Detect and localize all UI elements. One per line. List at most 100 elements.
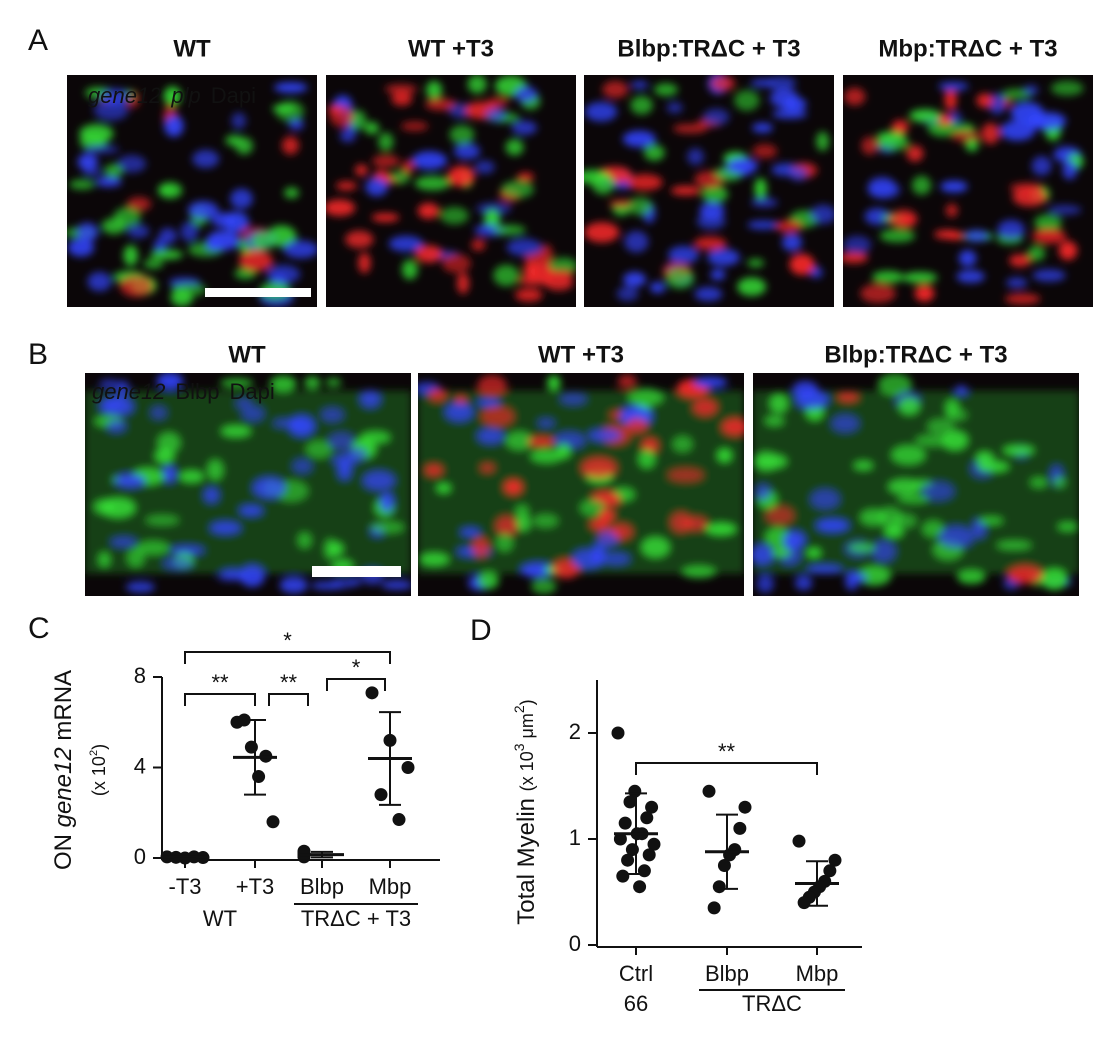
cell	[328, 542, 344, 556]
cell	[401, 259, 418, 280]
x-tick-label: Mbp	[369, 874, 412, 899]
cell	[530, 448, 563, 464]
significance-label: **	[718, 739, 736, 764]
group-label: TRΔC	[742, 991, 802, 1016]
cell	[449, 125, 475, 145]
cell	[326, 199, 356, 217]
cell	[424, 464, 443, 476]
data-point	[613, 832, 627, 846]
cell	[897, 493, 930, 504]
cell	[164, 115, 184, 137]
cell	[273, 419, 303, 428]
text-segment: μm	[517, 713, 537, 743]
cell	[547, 375, 561, 391]
cell	[649, 281, 666, 294]
data-point	[792, 834, 806, 848]
cell	[511, 120, 538, 136]
cell	[1004, 293, 1041, 305]
text-segment: mRNA	[50, 670, 77, 747]
cell	[1023, 84, 1039, 96]
cell	[750, 78, 776, 88]
data-point	[637, 864, 651, 878]
cell	[401, 160, 414, 174]
cell	[898, 397, 920, 415]
cell	[428, 388, 447, 402]
cell	[329, 105, 354, 128]
cell	[67, 238, 95, 257]
data-point	[628, 784, 642, 798]
cell	[775, 220, 803, 233]
cell	[1057, 522, 1078, 531]
data-point	[266, 815, 280, 829]
cell	[362, 471, 395, 490]
cell	[477, 571, 499, 590]
cell	[187, 201, 219, 219]
cell	[843, 235, 872, 254]
cell	[538, 418, 555, 428]
cell	[163, 86, 182, 106]
data-point	[611, 726, 625, 740]
cell	[816, 131, 830, 152]
cell	[411, 151, 448, 170]
cell	[871, 540, 896, 562]
cell	[1002, 445, 1035, 456]
cell	[1031, 156, 1052, 176]
cell	[400, 121, 429, 132]
cell	[235, 137, 253, 155]
cell	[284, 187, 300, 199]
cell	[365, 177, 388, 197]
cell	[100, 497, 136, 518]
cell	[100, 397, 134, 416]
cell	[949, 111, 962, 124]
data-point	[797, 896, 811, 910]
cell	[239, 505, 263, 516]
cell	[670, 512, 692, 533]
cell	[766, 506, 794, 525]
cell	[755, 454, 788, 469]
cell	[699, 201, 725, 220]
cell	[136, 540, 171, 556]
cell	[453, 143, 481, 160]
data-point	[642, 848, 656, 862]
data-point	[618, 816, 632, 830]
cell	[151, 406, 167, 419]
y-tick-label: 4	[134, 753, 146, 778]
cell	[281, 136, 299, 155]
panel-title: WT	[228, 341, 266, 368]
cell	[630, 80, 649, 90]
cell	[1058, 240, 1078, 261]
cell	[848, 543, 876, 553]
legend-entry: gene12	[92, 379, 165, 404]
cell	[638, 449, 656, 469]
cell	[493, 264, 520, 287]
cell	[560, 393, 587, 405]
cell	[707, 248, 740, 267]
group-label: TRΔC + T3	[301, 906, 411, 931]
cell	[292, 459, 312, 474]
cell	[381, 580, 411, 590]
cell	[126, 197, 152, 212]
cell	[879, 229, 916, 243]
cell	[1009, 254, 1032, 267]
cell	[703, 108, 730, 126]
significance-label: *	[283, 628, 292, 653]
cell	[100, 88, 130, 106]
cell	[782, 233, 802, 252]
cell	[98, 551, 111, 568]
cell	[114, 474, 146, 488]
cell	[843, 252, 869, 264]
rich-text: Total Myelin (x 103 μm2)	[511, 699, 541, 924]
data-point	[633, 880, 647, 894]
y-tick-label: 0	[134, 844, 146, 869]
cell	[153, 239, 167, 252]
y-tick-label: 1	[569, 825, 581, 850]
cell	[321, 407, 344, 422]
cell	[447, 166, 475, 187]
cell	[548, 269, 574, 280]
cell	[1040, 568, 1069, 590]
cell	[517, 172, 535, 182]
cell	[364, 121, 380, 135]
cell	[599, 508, 615, 523]
cell	[710, 268, 726, 281]
text-segment: (x 10	[89, 756, 109, 796]
